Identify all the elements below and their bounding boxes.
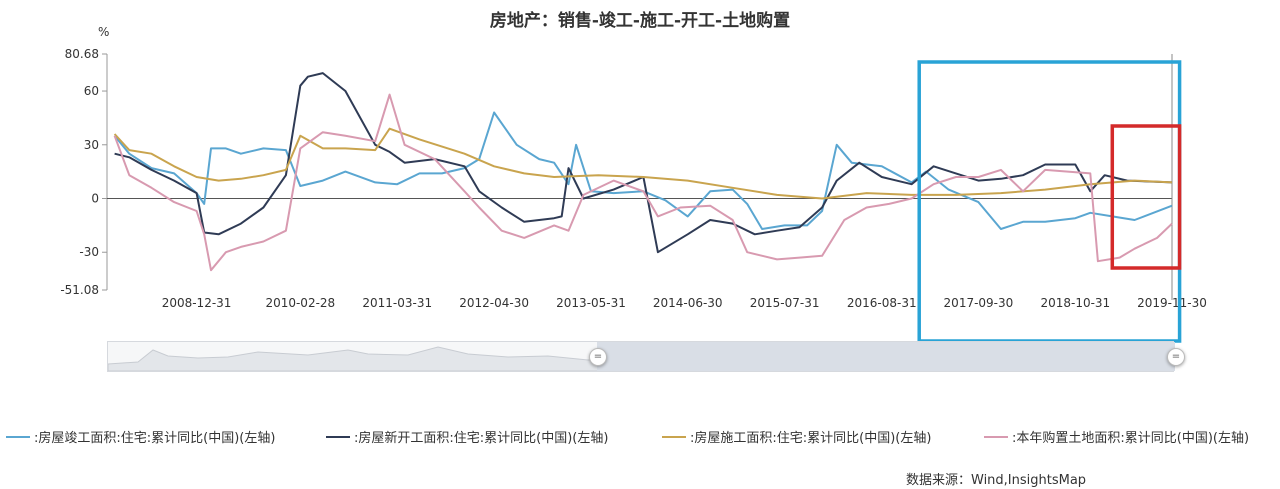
legend: :房屋竣工面积:住宅:累计同比(中国)(左轴) :房屋新开工面积:住宅:累计同比…: [0, 427, 1280, 447]
y-axis-ticks: 80.68 60 30 0 -30 -51.08: [60, 47, 107, 297]
y-tick-label: 30: [84, 138, 99, 152]
series-line-2: [113, 127, 1173, 200]
x-tick-label: 2010-02-28: [265, 296, 335, 310]
series-line-0: [113, 111, 1173, 230]
legend-label: :房屋施工面积:住宅:累计同比(中国)(左轴): [690, 431, 932, 446]
x-tick-label: 2014-06-30: [653, 296, 723, 310]
highlight-box-1: [1110, 124, 1182, 270]
legend-swatch: [326, 435, 350, 438]
series-line-1: [114, 72, 1173, 254]
legend-label: :房屋新开工面积:住宅:累计同比(中国)(左轴): [354, 431, 609, 446]
y-tick-label: 0: [91, 192, 99, 206]
y-tick-label: 60: [84, 84, 99, 98]
x-tick-label: 2015-07-31: [750, 296, 820, 310]
source-note: 数据来源：Wind,InsightsMap: [906, 473, 1087, 488]
y-tick-label: -30: [79, 245, 99, 259]
series-line-3: [113, 93, 1173, 272]
data-zoom-selection[interactable]: [597, 342, 1175, 371]
data-zoom-left-handle[interactable]: =: [589, 348, 607, 366]
chart-title: 房地产：销售-竣工-施工-开工-土地购置: [489, 11, 791, 31]
legend-item-completed[interactable]: :房屋竣工面积:住宅:累计同比(中国)(左轴): [6, 427, 275, 446]
legend-swatch: [662, 435, 686, 438]
x-tick-label: 2008-12-31: [162, 296, 232, 310]
legend-item-new-starts[interactable]: :房屋新开工面积:住宅:累计同比(中国)(左轴): [326, 427, 608, 446]
legend-swatch: [984, 435, 1008, 438]
y-axis-label: %: [98, 25, 109, 39]
x-tick-label: 2013-05-31: [556, 296, 626, 310]
x-tick-label: 2012-04-30: [459, 296, 529, 310]
legend-label: :房屋竣工面积:住宅:累计同比(中国)(左轴): [34, 431, 276, 446]
x-tick-label: 2016-08-31: [847, 296, 917, 310]
y-tick-label: 80.68: [65, 47, 99, 61]
legend-item-land-purchase[interactable]: :本年购置土地面积:累计同比(中国)(左轴): [984, 427, 1249, 446]
x-tick-label: 2019-11-30: [1137, 296, 1207, 310]
x-axis-ticks: 2008-12-31 2010-02-28 2011-03-31 2012-04-30…: [162, 296, 1207, 310]
data-zoom-right-handle[interactable]: =: [1167, 348, 1185, 366]
legend-swatch: [6, 435, 30, 438]
legend-label: :本年购置土地面积:累计同比(中国)(左轴): [1012, 431, 1250, 446]
legend-item-under-construction[interactable]: :房屋施工面积:住宅:累计同比(中国)(左轴): [662, 427, 931, 446]
series-layer: [113, 72, 1173, 272]
chart-plot: % 80.68 60 30 0 -30 -51.08 2008-12-31 2010-02-…: [60, 25, 1207, 343]
y-tick-label: -51.08: [60, 283, 99, 297]
x-tick-label: 2018-10-31: [1040, 296, 1110, 310]
x-tick-label: 2017-09-30: [944, 296, 1014, 310]
x-tick-label: 2011-03-31: [362, 296, 432, 310]
